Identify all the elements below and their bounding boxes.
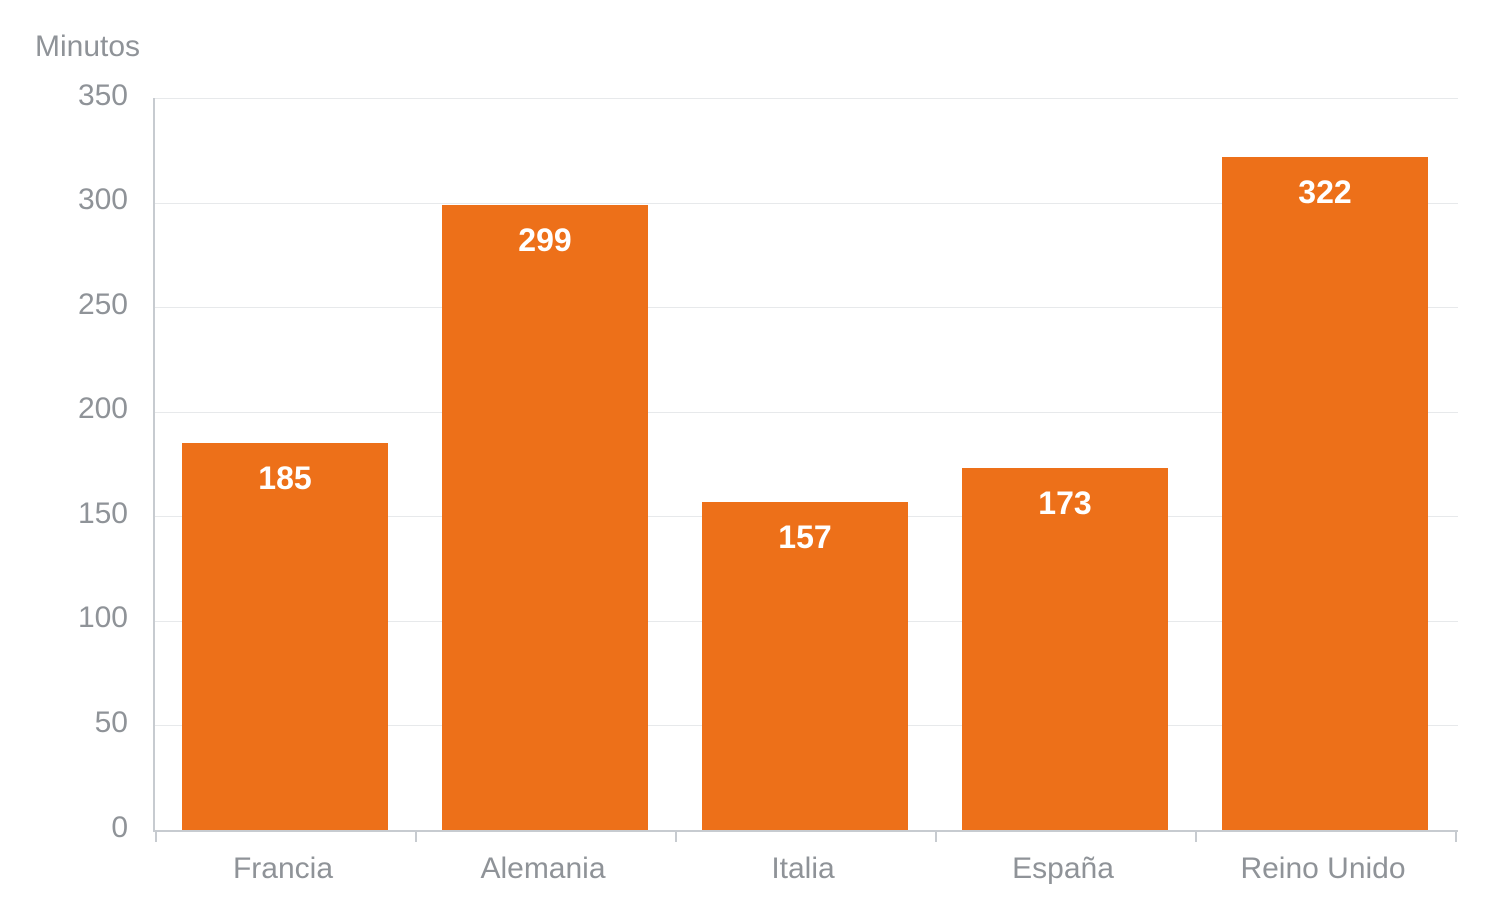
- x-tick-label: España: [1012, 852, 1114, 886]
- y-tick-label: 150: [0, 497, 128, 531]
- x-tick: [415, 830, 417, 842]
- y-tick-label: 50: [0, 706, 128, 740]
- y-axis-title: Minutos: [35, 30, 140, 64]
- plot-area: 185 299 157 173 322: [153, 98, 1458, 832]
- bar-value-label: 322: [1298, 174, 1351, 211]
- bar: [1222, 157, 1428, 830]
- x-tick: [155, 830, 157, 842]
- x-tick: [1195, 830, 1197, 842]
- y-tick-label: 0: [0, 811, 128, 845]
- y-tick-label: 300: [0, 183, 128, 217]
- x-tick: [675, 830, 677, 842]
- bar-chart: Minutos 050100150200250300350 1852991571…: [0, 0, 1500, 917]
- x-tick-label: Francia: [233, 852, 333, 886]
- bar: [442, 205, 648, 830]
- y-tick-label: 350: [0, 79, 128, 113]
- x-tick-label: Reino Unido: [1240, 852, 1405, 886]
- y-tick-label: 250: [0, 288, 128, 322]
- x-tick: [1455, 830, 1457, 842]
- x-tick-label: Italia: [771, 852, 834, 886]
- y-tick-label: 200: [0, 392, 128, 426]
- bar: [182, 443, 388, 830]
- bar: [962, 468, 1168, 830]
- gridline: [155, 98, 1458, 99]
- bar-value-label: 299: [518, 222, 571, 259]
- x-tick-label: Alemania: [480, 852, 605, 886]
- bar-value-label: 157: [778, 519, 831, 556]
- y-tick-label: 100: [0, 601, 128, 635]
- bar-value-label: 185: [258, 460, 311, 497]
- x-tick: [935, 830, 937, 842]
- bar-value-label: 173: [1038, 485, 1091, 522]
